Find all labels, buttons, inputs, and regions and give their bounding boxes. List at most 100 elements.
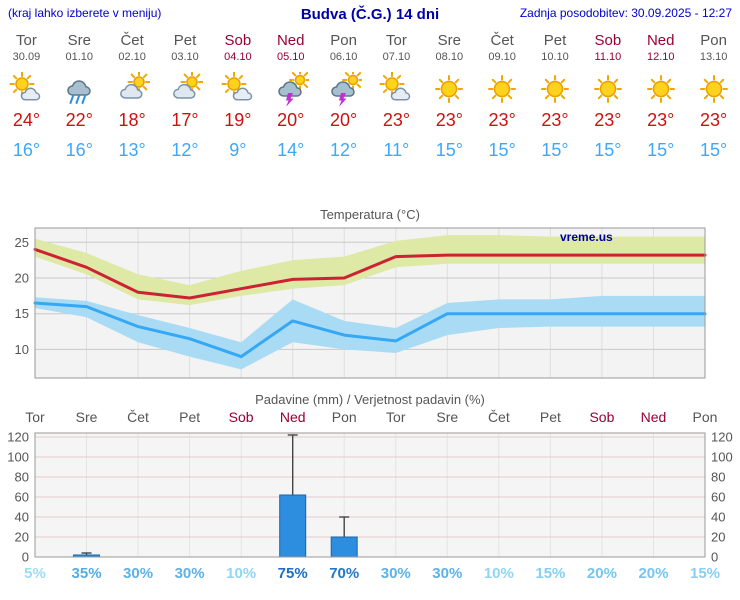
day-column[interactable]: Pon 06.10 20° 12° xyxy=(317,32,370,161)
precip-chart-title: Padavine (mm) / Verjetnost padavin (%) xyxy=(255,392,485,407)
sun-icon xyxy=(476,72,529,106)
day-column[interactable]: Sre 08.10 23° 15° xyxy=(423,32,476,161)
day-name: Pet xyxy=(173,32,197,49)
max-temperature: 23° xyxy=(594,110,622,130)
svg-text:20: 20 xyxy=(711,530,725,545)
watermark-link[interactable]: vreme.us xyxy=(560,230,613,244)
max-temperature: 22° xyxy=(65,110,93,130)
precip-day-label: Tor xyxy=(25,409,45,425)
min-temperature: 13° xyxy=(118,140,146,160)
day-column[interactable]: Pet 03.10 17° 12° xyxy=(159,32,212,161)
min-temperature: 12° xyxy=(329,140,358,160)
thunder-icon xyxy=(264,72,317,106)
max-temperature: 23° xyxy=(488,110,516,130)
max-temperature: 20° xyxy=(329,110,358,130)
day-name: Tor xyxy=(16,32,37,49)
precip-probability: 10% xyxy=(226,565,257,582)
last-update: Zadnja posodobitev: 30.09.2025 - 12:27 xyxy=(519,6,732,20)
min-temperature: 16° xyxy=(12,140,41,160)
max-temperature: 23° xyxy=(699,110,728,130)
day-date: 08.10 xyxy=(435,51,464,63)
max-temperature: 23° xyxy=(647,110,675,130)
temperature-chart: 10 15 20 25 xyxy=(15,227,707,379)
precip-probability: 30% xyxy=(432,565,463,582)
day-date: 06.10 xyxy=(329,51,358,63)
min-temperature: 11° xyxy=(383,140,410,160)
svg-text:100: 100 xyxy=(711,450,733,465)
precip-probability: 20% xyxy=(586,565,617,582)
min-temperature: 16° xyxy=(65,140,93,160)
precip-day-label: Sob xyxy=(228,409,254,425)
precip-probability: 75% xyxy=(277,565,308,582)
sun-icon xyxy=(581,72,634,106)
max-temperature: 23° xyxy=(382,110,411,130)
svg-text:40: 40 xyxy=(711,510,725,525)
min-temperature: 15° xyxy=(594,140,622,160)
min-temperature: 14° xyxy=(277,140,305,160)
day-name: Tor xyxy=(386,32,407,49)
svg-text:60: 60 xyxy=(711,490,725,505)
precip-day-label: Sob xyxy=(589,409,615,425)
day-column[interactable]: Čet 02.10 18° 13° xyxy=(106,32,159,161)
menu-hint: (kraj lahko izberete v meniju) xyxy=(8,6,162,20)
precip-probability: 30% xyxy=(380,565,411,582)
day-date: 09.10 xyxy=(488,51,516,63)
min-temperature: 15° xyxy=(647,140,675,160)
precipitation-block: Padavine (mm) / Verjetnost padavin (%) T… xyxy=(0,392,740,585)
max-temperature: 23° xyxy=(435,110,463,130)
svg-text:80: 80 xyxy=(15,470,29,485)
precip-day-label: Čet xyxy=(127,409,149,425)
svg-text:15: 15 xyxy=(15,306,29,321)
day-name: Sre xyxy=(437,32,461,49)
day-date: 05.10 xyxy=(276,51,305,63)
day-name: Sob xyxy=(594,32,622,49)
day-column[interactable]: Čet 09.10 23° 15° xyxy=(476,32,529,161)
forecast-table: Tor 30.09 24° 16° Sre 01.10 22° 16° Čet 02.10 18° 1… xyxy=(0,32,740,161)
day-name: Sob xyxy=(224,32,252,49)
precip-day-labels: Tor Sre Čet Pet Sob Ned Pon Tor Sre Čet Pet Sob Ned P… xyxy=(0,407,740,427)
weather-page: (kraj lahko izberete v meniju) Budva (Č.… xyxy=(0,6,740,585)
max-temperature: 17° xyxy=(171,110,199,130)
day-date: 07.10 xyxy=(382,51,411,63)
min-temperature: 15° xyxy=(541,140,569,160)
precip-day-label: Pet xyxy=(539,409,561,425)
day-name: Pon xyxy=(700,32,727,49)
sun-cloud-icon xyxy=(0,72,53,106)
sun-icon xyxy=(687,72,740,106)
precip-day-label: Sre xyxy=(436,409,459,425)
day-date: 12.10 xyxy=(646,51,675,63)
precip-probability: 30% xyxy=(123,565,154,582)
max-temperature: 20° xyxy=(277,110,305,130)
day-column[interactable]: Tor 30.09 24° 16° xyxy=(0,32,53,161)
max-temperature: 24° xyxy=(12,110,41,130)
min-temperature: 12° xyxy=(171,140,199,160)
min-temperature: 15° xyxy=(435,140,463,160)
temp-chart-wrap: 10 15 20 25 vreme.us xyxy=(0,222,740,388)
day-column[interactable]: Sob 04.10 19° 9° xyxy=(211,32,264,161)
sun-cloud-icon xyxy=(211,72,264,106)
day-column[interactable]: Sob 11.10 23° 15° xyxy=(581,32,634,161)
precip-day-label: Sre xyxy=(75,409,98,425)
day-column[interactable]: Sre 01.10 22° 16° xyxy=(53,32,106,161)
day-date: 03.10 xyxy=(171,51,199,63)
day-date: 11.10 xyxy=(594,51,622,63)
svg-text:10: 10 xyxy=(15,342,29,357)
precip-day-label: Pon xyxy=(331,409,357,425)
day-column[interactable]: Tor 07.10 23° 11° xyxy=(370,32,423,161)
sun-icon xyxy=(634,72,687,106)
precip-day-label: Pon xyxy=(692,409,718,425)
day-column[interactable]: Pon 13.10 23° 15° xyxy=(687,32,740,161)
svg-text:120: 120 xyxy=(7,430,29,445)
precip-probability: 10% xyxy=(483,565,514,582)
svg-text:60: 60 xyxy=(15,490,29,505)
precip-day-label: Tor xyxy=(386,409,406,425)
day-date: 04.10 xyxy=(224,51,252,63)
day-column[interactable]: Ned 05.10 20° 14° xyxy=(264,32,317,161)
svg-text:20: 20 xyxy=(15,530,29,545)
day-name: Pet xyxy=(543,32,567,49)
day-column[interactable]: Pet 10.10 23° 15° xyxy=(529,32,582,161)
svg-text:100: 100 xyxy=(7,450,29,465)
day-column[interactable]: Ned 12.10 23° 15° xyxy=(634,32,687,161)
day-name: Sre xyxy=(67,32,91,49)
svg-text:25: 25 xyxy=(15,235,29,250)
